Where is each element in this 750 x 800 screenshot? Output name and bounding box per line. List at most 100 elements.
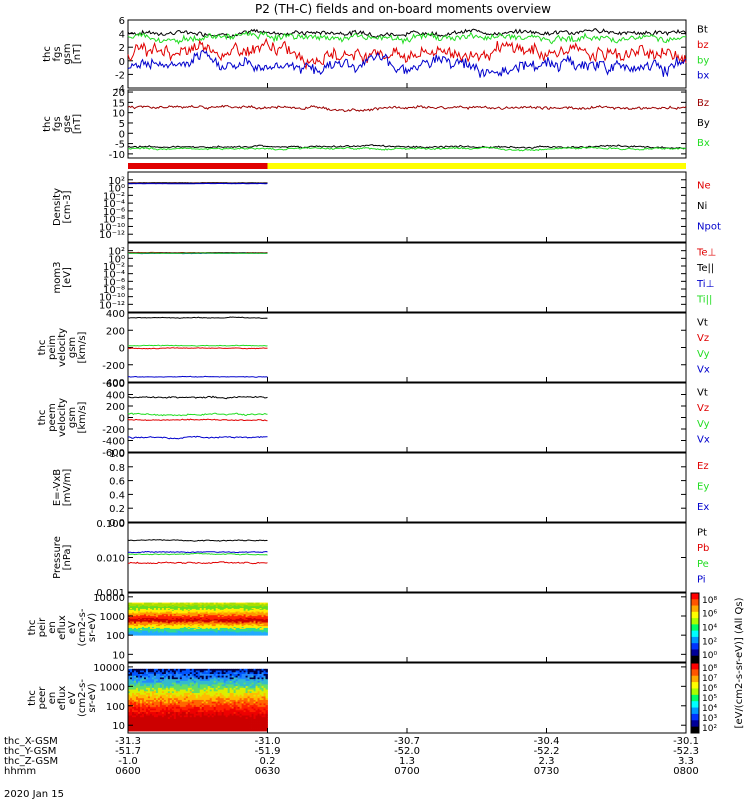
ylabel-line: [km/s] [77,401,88,433]
heatmap-cell [165,621,169,623]
heatmap-cell [149,629,153,632]
heatmap-cell [257,693,260,696]
heatmap-cell [165,602,169,604]
heatmap-cell [205,604,209,606]
heatmap-cell [235,682,238,685]
heatmap-cell [157,609,161,612]
heatmap-cell [179,622,183,624]
heatmap-cell [171,627,175,630]
heatmap-cell [209,615,213,617]
heatmap-cell [219,616,223,618]
heatmap-cell [128,621,131,623]
heatmap-cell [209,606,213,608]
heatmap-cell [185,623,189,625]
heatmap-cell [173,701,177,704]
heatmap-cell [265,633,268,635]
heatmap-cell [219,686,223,689]
heatmap-cell [201,686,205,689]
heatmap-cell [153,682,157,685]
heatmap-cell [189,696,193,699]
heatmap-cell [247,675,250,678]
heatmap-cell [219,668,223,671]
heatmap-cell [253,689,256,692]
heatmap-cell [145,718,149,722]
heatmap-cell [215,668,219,671]
heatmap-cell [157,615,161,617]
heatmap-cell [215,626,219,628]
heatmap-cell [219,612,223,614]
heatmap-cell [165,618,169,621]
heatmap-cell [245,696,248,699]
y-tick-label: 10 [112,109,125,120]
heatmap-cell [175,689,179,692]
heatmap-cell [129,627,133,629]
heatmap-cell [259,607,262,609]
heatmap-cell [263,616,266,618]
heatmap-cell [177,619,181,622]
heatmap-cell [197,703,201,706]
heatmap-cell [195,609,199,612]
heatmap-cell [213,605,217,607]
heatmap-cell [225,627,229,629]
heatmap-cell [235,624,238,626]
heatmap-cell [259,608,262,610]
heatmap-cell [128,620,131,622]
heatmap-cell [233,613,237,615]
heatmap-cell [199,680,203,684]
heatmap-cell [207,628,211,631]
heatmap-cell [153,605,157,607]
heatmap-cell [197,618,201,621]
heatmap-cell [183,621,187,623]
heatmap-cell [157,632,161,634]
heatmap-cell [243,621,246,623]
legend-by: by [697,55,709,66]
heatmap-cell [137,632,141,634]
heatmap-cell [143,626,147,628]
y-tick-label: 10 [112,650,125,661]
heatmap-cell [141,677,145,680]
heatmap-cell [179,694,183,697]
heatmap-cell [211,622,215,624]
heatmap-cell [163,624,167,626]
heatmap-cell [139,701,143,704]
heatmap-cell [187,674,191,677]
heatmap-cell [149,674,153,677]
heatmap-cell [141,617,145,619]
heatmap-cell [243,632,246,634]
heatmap-cell [147,610,151,613]
ylabel-line: eflux [57,615,68,640]
heatmap-cell [213,618,217,621]
heatmap-cell [265,682,268,685]
heatmap-cell [185,633,189,635]
heatmap-cell [151,607,155,609]
heatmap-cell [235,617,238,619]
heatmap-cell [149,632,153,634]
heatmap-cell [155,627,159,629]
heatmap-cell [227,629,231,632]
heatmap-cell [251,607,254,609]
heatmap-cell [247,674,250,677]
heatmap-cell [171,629,175,632]
heatmap-cell [179,682,183,685]
heatmap-cell [229,620,233,622]
heatmap-cell [203,618,207,621]
heatmap-cell [259,677,262,680]
heatmap-cell [215,616,219,618]
heatmap-cell [259,699,262,703]
heatmap-cell [161,602,165,604]
heatmap-cell [207,621,211,623]
heatmap-cell [209,675,213,678]
heatmap-cell [235,712,238,715]
heatmap-cell [173,677,177,680]
heatmap-cell [193,627,197,629]
heatmap-cell [235,686,238,689]
heatmap-cell [201,615,205,617]
heatmap-cell [171,630,175,632]
heatmap-cell [243,718,246,722]
heatmap-cell [255,718,258,722]
heatmap-cell [191,602,195,604]
heatmap-cell [147,693,151,696]
heatmap-cell [133,684,137,687]
heatmap-cell [161,611,165,613]
heatmap-cell [161,617,165,620]
